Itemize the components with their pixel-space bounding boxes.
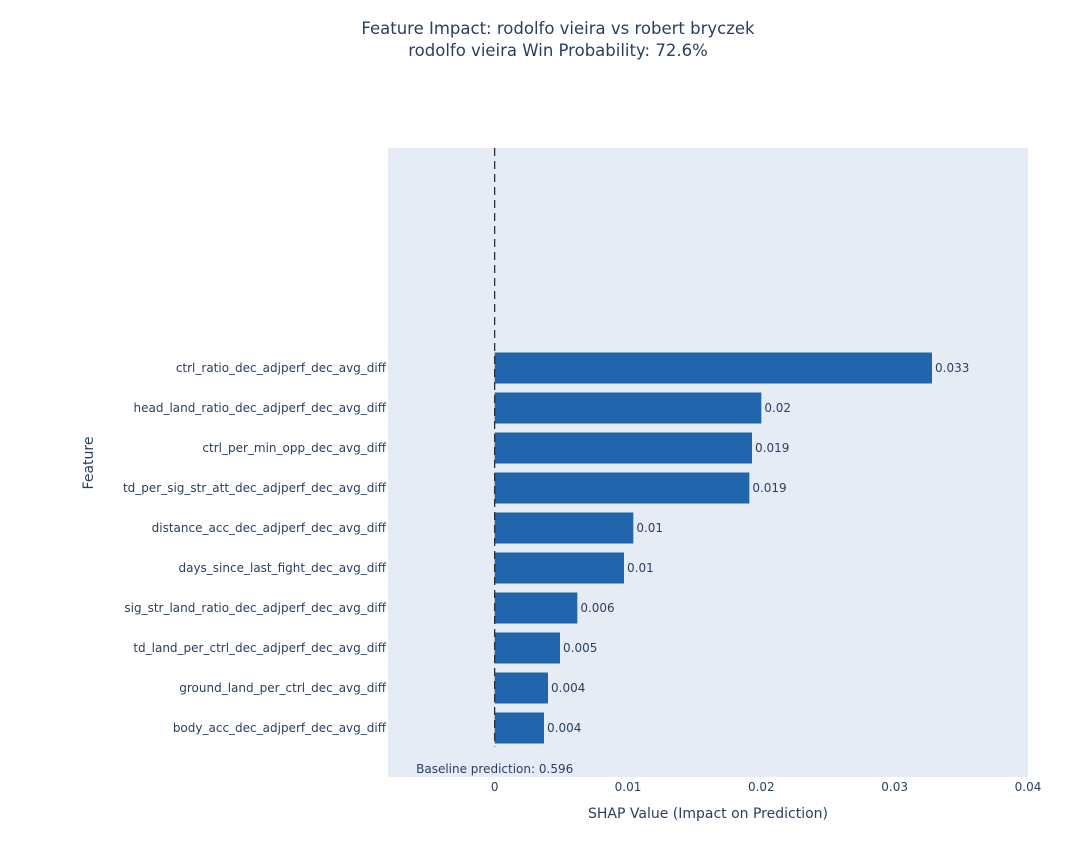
bar-days_since_last_fight_dec_avg_diff bbox=[494, 552, 624, 584]
bar-ctrl_per_min_opp_dec_avg_diff bbox=[494, 432, 752, 464]
bar-td_land_per_ctrl_dec_adjperf_dec_avg_diff bbox=[494, 632, 560, 664]
category-label-sig_str_land_ratio_dec_adjperf_dec_avg_diff: sig_str_land_ratio_dec_adjperf_dec_avg_d… bbox=[124, 601, 386, 615]
x-tick-label: 0.02 bbox=[748, 780, 775, 794]
bar-ground_land_per_ctrl_dec_avg_diff bbox=[494, 672, 548, 704]
bar-head_land_ratio_dec_adjperf_dec_avg_diff bbox=[494, 392, 762, 424]
category-label-ground_land_per_ctrl_dec_avg_diff: ground_land_per_ctrl_dec_avg_diff bbox=[179, 681, 386, 695]
category-label-body_acc_dec_adjperf_dec_avg_diff: body_acc_dec_adjperf_dec_avg_diff bbox=[173, 721, 387, 735]
x-ticks-group: 0 0.01 0.02 0.03 0.04 bbox=[491, 780, 1042, 794]
category-label-days_since_last_fight_dec_avg_diff: days_since_last_fight_dec_avg_diff bbox=[178, 561, 386, 575]
category-label-td_per_sig_str_att_dec_adjperf_dec_avg_diff: td_per_sig_str_att_dec_adjperf_dec_avg_d… bbox=[123, 481, 387, 495]
bar-ctrl_ratio_dec_adjperf_dec_avg_diff bbox=[494, 352, 932, 384]
bar-distance_acc_dec_adjperf_dec_avg_diff bbox=[494, 512, 634, 544]
x-tick-label: 0.01 bbox=[615, 780, 642, 794]
bar-td_per_sig_str_att_dec_adjperf_dec_avg_diff bbox=[494, 472, 750, 504]
bars-group bbox=[494, 352, 932, 744]
data-label-ctrl_ratio_dec_adjperf_dec_avg_diff: 0.033 bbox=[935, 361, 969, 375]
data-label-distance_acc_dec_adjperf_dec_avg_diff: 0.01 bbox=[636, 521, 663, 535]
category-label-td_land_per_ctrl_dec_adjperf_dec_avg_diff: td_land_per_ctrl_dec_adjperf_dec_avg_dif… bbox=[133, 641, 386, 655]
category-labels-group: ctrl_ratio_dec_adjperf_dec_avg_diff head_… bbox=[123, 361, 387, 735]
chart-subtitle: rodolfo vieira Win Probability: 72.6% bbox=[408, 41, 708, 60]
x-tick-label: 0 bbox=[491, 780, 499, 794]
data-label-td_per_sig_str_att_dec_adjperf_dec_avg_diff: 0.019 bbox=[752, 481, 786, 495]
data-label-days_since_last_fight_dec_avg_diff: 0.01 bbox=[627, 561, 654, 575]
data-label-ctrl_per_min_opp_dec_avg_diff: 0.019 bbox=[755, 441, 789, 455]
data-labels-group: 0.033 0.02 0.019 0.019 0.01 0.01 0.006 0.005 0.0… bbox=[547, 361, 969, 735]
x-axis-title: SHAP Value (Impact on Prediction) bbox=[588, 806, 828, 822]
data-label-td_land_per_ctrl_dec_adjperf_dec_avg_diff: 0.005 bbox=[563, 641, 597, 655]
chart-title: Feature Impact: rodolfo vieira vs robert… bbox=[361, 19, 755, 38]
category-label-ctrl_ratio_dec_adjperf_dec_avg_diff: ctrl_ratio_dec_adjperf_dec_avg_diff bbox=[176, 361, 387, 375]
data-label-sig_str_land_ratio_dec_adjperf_dec_avg_diff: 0.006 bbox=[580, 601, 614, 615]
data-label-body_acc_dec_adjperf_dec_avg_diff: 0.004 bbox=[547, 721, 581, 735]
x-tick-label: 0.03 bbox=[881, 780, 908, 794]
category-label-head_land_ratio_dec_adjperf_dec_avg_diff: head_land_ratio_dec_adjperf_dec_avg_diff bbox=[134, 401, 387, 415]
category-label-ctrl_per_min_opp_dec_avg_diff: ctrl_per_min_opp_dec_avg_diff bbox=[202, 441, 386, 455]
bar-body_acc_dec_adjperf_dec_avg_diff bbox=[494, 712, 544, 744]
x-tick-label: 0.04 bbox=[1015, 780, 1042, 794]
baseline-annotation: Baseline prediction: 0.596 bbox=[416, 762, 573, 776]
y-axis-title: Feature bbox=[81, 437, 97, 490]
bar-sig_str_land_ratio_dec_adjperf_dec_avg_diff bbox=[494, 592, 578, 624]
data-label-head_land_ratio_dec_adjperf_dec_avg_diff: 0.02 bbox=[764, 401, 791, 415]
data-label-ground_land_per_ctrl_dec_avg_diff: 0.004 bbox=[551, 681, 585, 695]
category-label-distance_acc_dec_adjperf_dec_avg_diff: distance_acc_dec_adjperf_dec_avg_diff bbox=[152, 521, 387, 535]
